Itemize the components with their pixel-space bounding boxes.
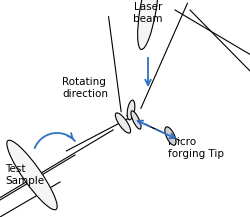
Ellipse shape: [115, 113, 130, 133]
Ellipse shape: [164, 127, 175, 145]
Ellipse shape: [130, 111, 140, 129]
Text: Rotating
direction: Rotating direction: [62, 77, 108, 99]
Ellipse shape: [137, 0, 158, 49]
Text: Test
Sample: Test Sample: [5, 164, 44, 186]
Ellipse shape: [127, 100, 134, 120]
Text: Micro
forging Tip: Micro forging Tip: [167, 137, 223, 159]
Ellipse shape: [7, 140, 57, 210]
Text: Laser
beam: Laser beam: [133, 2, 162, 24]
